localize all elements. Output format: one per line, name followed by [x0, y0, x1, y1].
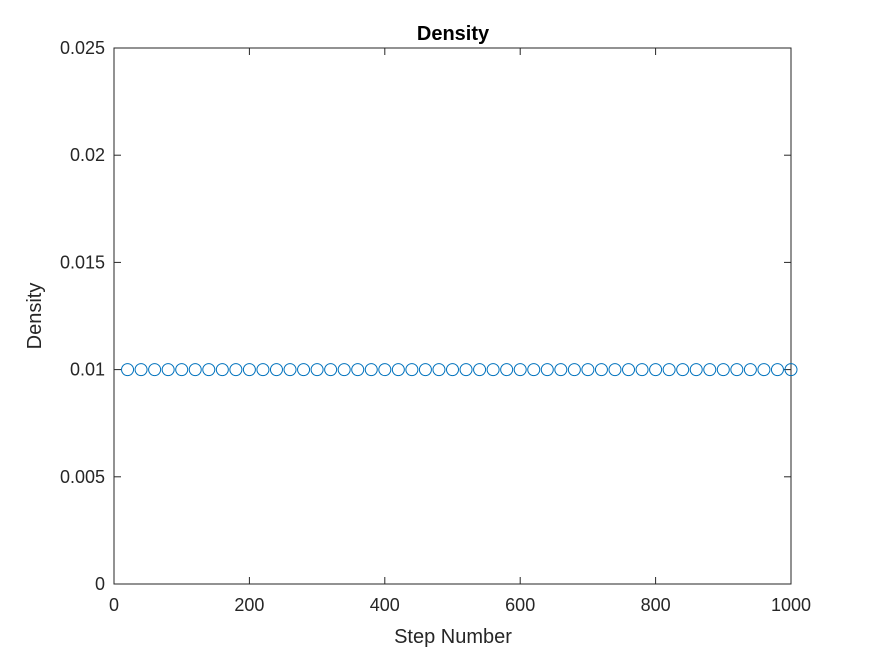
x-tick-label: 200	[234, 595, 264, 615]
data-point	[703, 363, 717, 377]
data-point	[405, 363, 419, 377]
data-point	[432, 363, 446, 377]
x-tick-label: 0	[109, 595, 119, 615]
data-point	[527, 363, 541, 377]
data-point	[269, 363, 283, 377]
data-point	[757, 363, 771, 377]
y-axis: 0 0.005 0.01 0.015 0.02 0.025	[60, 38, 791, 594]
y-axis-label: Density	[24, 283, 46, 350]
x-tick-label: 600	[505, 595, 535, 615]
x-tick-label: 800	[641, 595, 671, 615]
y-tick-label: 0.01	[70, 360, 105, 380]
data-point	[716, 363, 730, 377]
data-point	[256, 363, 270, 377]
data-point	[188, 363, 202, 377]
data-point	[378, 363, 392, 377]
data-point	[418, 363, 432, 377]
data-point	[554, 363, 568, 377]
data-point	[310, 363, 324, 377]
plot-area	[113, 47, 792, 585]
data-point	[337, 363, 351, 377]
data-point	[161, 363, 175, 377]
y-tick-label: 0.005	[60, 467, 105, 487]
data-point	[229, 363, 243, 377]
data-point	[134, 363, 148, 377]
data-point	[567, 363, 581, 377]
y-tick-label: 0.025	[60, 38, 105, 58]
data-point	[770, 363, 784, 377]
data-point	[676, 363, 690, 377]
x-axis: 0 200 400 600 800 1000	[109, 48, 811, 615]
data-point	[730, 363, 744, 377]
data-series	[121, 363, 798, 377]
data-point	[649, 363, 663, 377]
data-point	[540, 363, 554, 377]
data-point	[784, 363, 798, 377]
y-tick-label: 0.015	[60, 252, 105, 272]
data-point	[175, 363, 189, 377]
data-point	[473, 363, 487, 377]
data-point	[148, 363, 162, 377]
data-point	[581, 363, 595, 377]
y-tick-label: 0.02	[70, 145, 105, 165]
data-point	[446, 363, 459, 377]
x-axis-label: Step Number	[394, 626, 512, 648]
data-point	[622, 363, 636, 377]
data-point	[324, 363, 338, 377]
x-tick-label: 400	[370, 595, 400, 615]
data-point	[121, 363, 135, 377]
data-point	[500, 363, 514, 377]
data-point	[364, 363, 378, 377]
data-point	[608, 363, 622, 377]
data-point	[202, 363, 216, 377]
data-point	[594, 363, 608, 377]
chart-title: Density	[417, 23, 490, 45]
data-point	[662, 363, 676, 377]
x-tick-label: 1000	[771, 595, 811, 615]
y-tick-label: 0	[95, 574, 105, 594]
data-point	[486, 363, 500, 377]
data-point	[635, 363, 649, 377]
data-point	[391, 363, 405, 377]
data-point	[459, 363, 473, 377]
data-point	[743, 363, 757, 377]
data-point	[689, 363, 703, 377]
data-point	[242, 363, 256, 377]
data-point	[215, 363, 229, 377]
data-point	[351, 363, 365, 377]
data-point	[283, 363, 297, 377]
data-point	[297, 363, 311, 377]
data-point	[513, 363, 527, 377]
